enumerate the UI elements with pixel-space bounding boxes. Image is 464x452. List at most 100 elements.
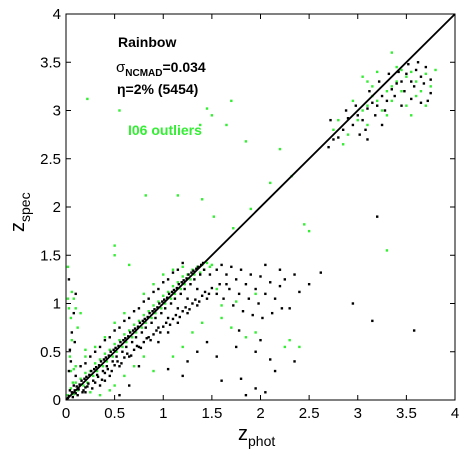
outlier-point-164 (366, 80, 369, 83)
outlier-point-107 (152, 369, 155, 373)
outlier-point-125 (123, 374, 126, 378)
data-point-136 (71, 395, 75, 399)
outlier-point-150 (337, 118, 340, 122)
y-tick-label-3: 1.5 (40, 247, 61, 264)
data-point-196 (196, 304, 199, 307)
data-point-64 (111, 360, 114, 363)
data-point-88 (230, 265, 233, 269)
outlier-point-103 (128, 263, 131, 267)
data-point-198 (215, 292, 218, 296)
data-point-156 (135, 344, 139, 348)
data-point-217 (264, 391, 267, 394)
data-point-5 (80, 379, 83, 382)
outlier-point-160 (395, 65, 398, 69)
data-point-143 (93, 381, 97, 384)
outlier-point-2 (72, 393, 75, 396)
data-point-147 (106, 367, 110, 371)
outlier-point-76 (74, 307, 77, 310)
data-point-254 (364, 128, 367, 131)
data-point-121 (166, 278, 170, 281)
data-point-62 (101, 369, 105, 373)
y-axis-label-sub: spec (17, 192, 33, 222)
data-point-110 (270, 311, 274, 315)
data-point-113 (89, 355, 92, 358)
data-point-202 (307, 283, 311, 286)
data-point-160 (149, 338, 152, 342)
axis-ticks: 0 0.5 1 1.5 2 2.5 3 3.5 4 0 0.5 1 1.5 2 2.5 3 3.5 4 (40, 6, 459, 422)
outlier-point-23 (123, 333, 126, 336)
data-point-211 (269, 358, 272, 361)
outlier-point-63 (152, 283, 155, 286)
outlier-point-14 (101, 365, 105, 368)
outlier-point-29 (137, 319, 141, 323)
outlier-point-105 (67, 307, 71, 310)
data-point-270 (366, 138, 369, 141)
outlier-point-112 (220, 316, 223, 320)
outlier-point-74 (69, 316, 73, 320)
data-point-142 (91, 387, 94, 390)
outlier-point-69 (84, 355, 87, 358)
x-tick-label-5: 2.5 (299, 405, 320, 422)
data-point-79 (183, 287, 186, 291)
data-point-280 (412, 329, 416, 332)
data-point-208 (215, 355, 218, 358)
data-point-184 (152, 290, 155, 294)
data-point-12 (97, 364, 101, 367)
outlier-point-60 (162, 273, 165, 276)
outlier-point-35 (152, 304, 155, 307)
data-point-27 (133, 327, 137, 330)
outlier-point-140 (414, 80, 418, 83)
data-point-178 (207, 292, 211, 296)
data-point-132 (186, 297, 189, 300)
y-tick-label-4: 2 (53, 199, 61, 216)
data-point-162 (155, 329, 158, 332)
data-point-279 (371, 319, 374, 323)
outlier-point-80 (68, 355, 72, 358)
data-point-107 (241, 310, 245, 313)
outlier-point-58 (208, 265, 212, 269)
outlier-point-161 (424, 104, 428, 107)
outlier-point-25 (128, 329, 131, 332)
outlier-point-3 (74, 381, 77, 384)
outlier-point-111 (200, 321, 204, 324)
outlier-point-24 (125, 340, 128, 344)
data-point-95 (264, 292, 267, 296)
data-point-3 (75, 385, 78, 388)
outlier-point-73 (70, 338, 74, 342)
data-point-8 (88, 373, 91, 377)
data-point-282 (351, 302, 355, 305)
data-point-86 (220, 263, 223, 267)
outlier-point-96 (212, 215, 216, 218)
data-point-240 (395, 82, 398, 85)
outlier-point-81 (72, 367, 75, 371)
data-point-75 (164, 307, 167, 310)
data-point-130 (166, 316, 170, 320)
data-point-15 (104, 356, 108, 359)
outlier-point-134 (385, 90, 389, 93)
data-point-253 (327, 145, 330, 149)
data-point-26 (131, 329, 135, 332)
data-point-157 (139, 346, 143, 350)
data-point-124 (108, 374, 111, 378)
outlier-point-17 (108, 348, 111, 352)
data-point-259 (412, 85, 416, 88)
data-point-146 (103, 371, 107, 375)
data-point-180 (113, 329, 116, 332)
outlier-point-48 (183, 283, 186, 286)
data-point-42 (170, 290, 174, 294)
data-point-150 (116, 360, 119, 363)
outlier-point-40 (164, 302, 167, 305)
data-point-262 (377, 80, 381, 83)
outlier-point-116 (288, 338, 291, 342)
outlier-point-156 (419, 90, 423, 93)
data-point-199 (225, 283, 228, 286)
annotation-eta: η=2% (5454) (117, 81, 198, 97)
outlier-point-144 (366, 123, 369, 127)
data-point-127 (137, 345, 141, 349)
data-point-260 (422, 82, 426, 85)
outlier-point-148 (346, 133, 350, 136)
data-point-90 (239, 268, 243, 271)
x-tick-label-6: 3 (354, 405, 362, 422)
data-point-9 (90, 369, 93, 373)
x-axis-label: zphot (238, 423, 275, 449)
